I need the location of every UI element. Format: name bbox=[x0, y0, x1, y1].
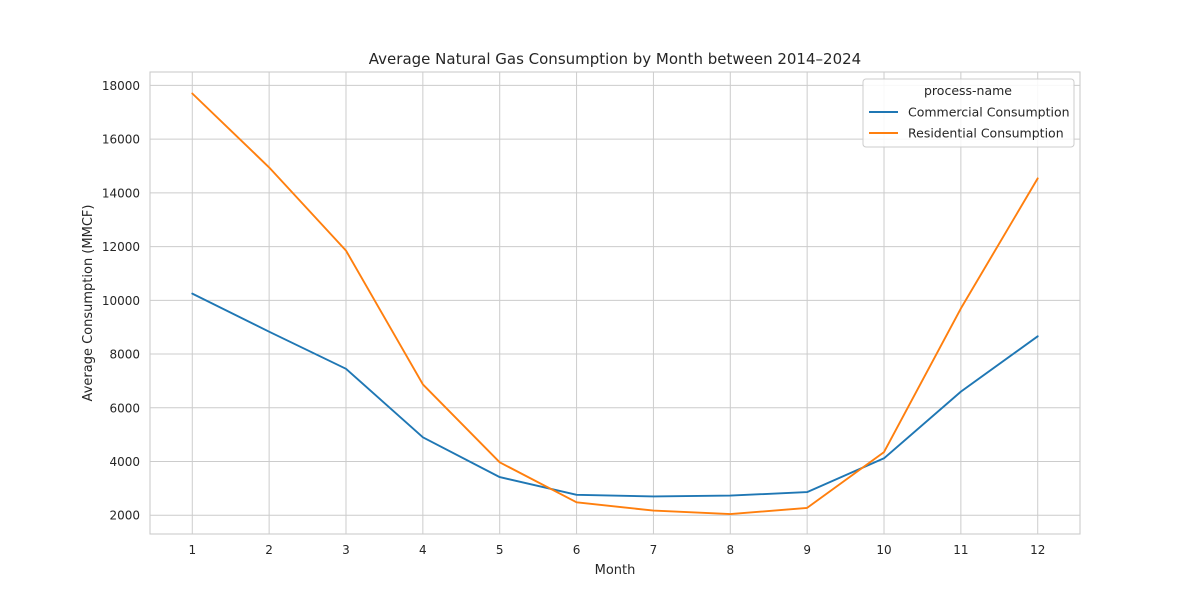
x-tick-label: 1 bbox=[188, 543, 196, 557]
x-tick-label: 2 bbox=[265, 543, 273, 557]
legend-title: process-name bbox=[924, 83, 1012, 98]
x-axis-label: Month bbox=[595, 563, 636, 578]
y-tick-label: 12000 bbox=[102, 240, 140, 254]
x-tick-label: 10 bbox=[876, 543, 891, 557]
y-tick-label: 4000 bbox=[109, 455, 140, 469]
x-tick-label: 4 bbox=[419, 543, 427, 557]
x-tick-label: 9 bbox=[803, 543, 811, 557]
x-tick-label: 7 bbox=[650, 543, 658, 557]
x-tick-label: 8 bbox=[726, 543, 734, 557]
y-tick-label: 14000 bbox=[102, 186, 140, 200]
chart-title: Average Natural Gas Consumption by Month… bbox=[369, 50, 861, 68]
x-tick-label: 12 bbox=[1030, 543, 1045, 557]
legend-items: Commercial Consumption Residential Consum… bbox=[869, 105, 1070, 141]
x-tick-labels: 1 2 3 4 5 6 7 8 9 10 11 12 bbox=[188, 543, 1045, 557]
series-line-commercial bbox=[191, 292, 1039, 498]
y-tick-label: 2000 bbox=[109, 509, 140, 523]
y-tick-label: 8000 bbox=[109, 348, 140, 362]
y-tick-label: 6000 bbox=[109, 401, 140, 415]
x-tick-label: 3 bbox=[342, 543, 350, 557]
y-tick-label: 16000 bbox=[102, 133, 140, 147]
legend: process-name Commercial Consumption Resid… bbox=[862, 78, 1075, 148]
y-axis-label: Average Consumption (MMCF) bbox=[81, 205, 96, 402]
grid bbox=[150, 72, 1080, 534]
series-line-residential bbox=[191, 92, 1039, 516]
legend-entry-label: Residential Consumption bbox=[908, 126, 1064, 141]
plot-frame bbox=[149, 71, 1081, 535]
y-tick-labels: 2000 4000 6000 8000 10000 12000 14000 16000 1800… bbox=[102, 79, 140, 523]
series-group bbox=[191, 92, 1039, 516]
x-tick-label: 11 bbox=[953, 543, 968, 557]
y-tick-label: 10000 bbox=[102, 294, 140, 308]
legend-entry-label: Commercial Consumption bbox=[908, 105, 1070, 120]
legend-box bbox=[862, 78, 1075, 148]
y-tick-label: 18000 bbox=[102, 79, 140, 93]
x-tick-label: 6 bbox=[573, 543, 581, 557]
x-tick-label: 5 bbox=[496, 543, 504, 557]
